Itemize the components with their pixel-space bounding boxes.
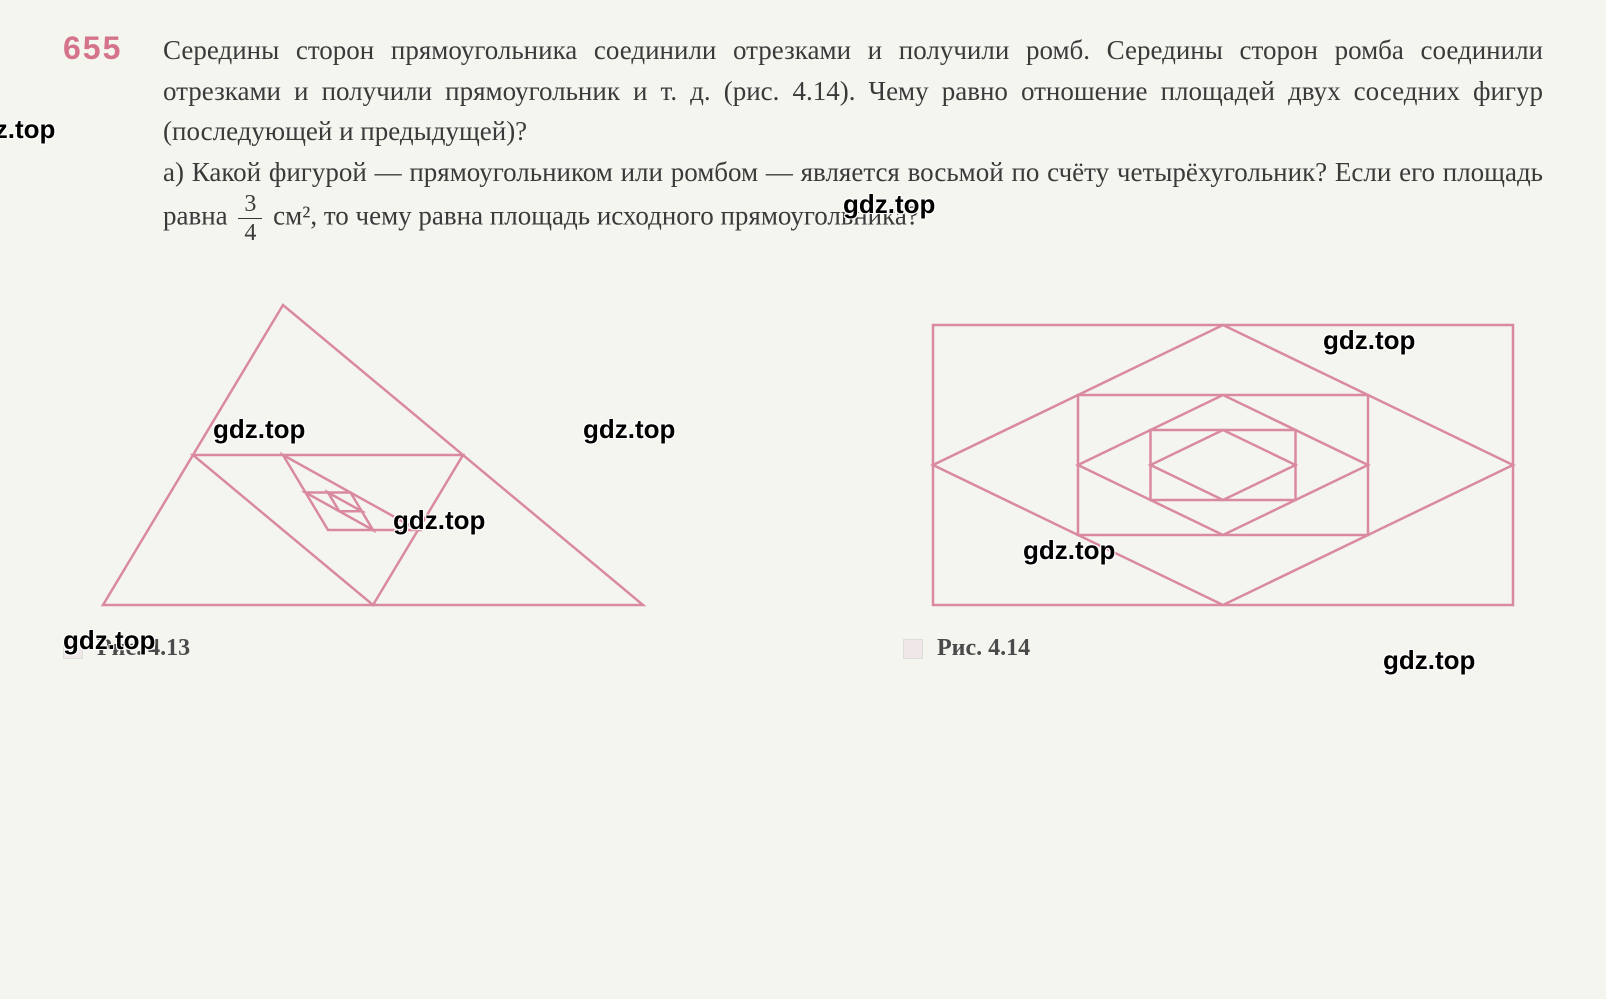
watermark: gdz.top bbox=[583, 410, 675, 449]
problem-main-row: 655 Середины сторон прямоугольника соеди… bbox=[63, 30, 1543, 245]
watermark: gdz.top bbox=[1323, 325, 1415, 356]
watermark: gdz.top bbox=[393, 505, 485, 536]
watermark: gdz.top bbox=[1023, 535, 1115, 566]
caption-413: Рис. 4.13 bbox=[63, 635, 683, 662]
caption-box-icon bbox=[903, 639, 923, 659]
problem-number: 655 bbox=[63, 30, 143, 67]
watermark: gdz.top bbox=[63, 625, 155, 656]
figure-413: gdz.top gdz.top Рис. 4.13 bbox=[63, 285, 683, 662]
figures-row: gdz.top gdz.top Рис. 4.13 bbox=[63, 285, 1543, 662]
fraction-numerator: 3 bbox=[238, 192, 262, 219]
watermark: gdz.top bbox=[1383, 645, 1475, 676]
watermark: gdz.top bbox=[0, 110, 55, 149]
triangle-diagram bbox=[63, 285, 683, 625]
fraction: 3 4 bbox=[238, 192, 262, 245]
figure-414: gdz.top gdz.top gdz.top Рис. 4.14 bbox=[903, 305, 1543, 662]
watermark: gdz.top bbox=[843, 185, 935, 224]
paragraph-1: Середины сторон прямоугольника соединили… bbox=[163, 35, 1543, 146]
watermark: gdz.top bbox=[213, 410, 305, 449]
caption-414-text: Рис. 4.14 bbox=[937, 635, 1030, 661]
fraction-denominator: 4 bbox=[238, 219, 262, 245]
problem-body: Середины сторон прямоугольника соединили… bbox=[163, 30, 1543, 245]
paragraph-2b: см², то чему равна площадь исходного пря… bbox=[273, 201, 919, 231]
rectangle-diagram bbox=[903, 305, 1543, 625]
problem-container: 655 Середины сторон прямоугольника соеди… bbox=[63, 30, 1543, 662]
